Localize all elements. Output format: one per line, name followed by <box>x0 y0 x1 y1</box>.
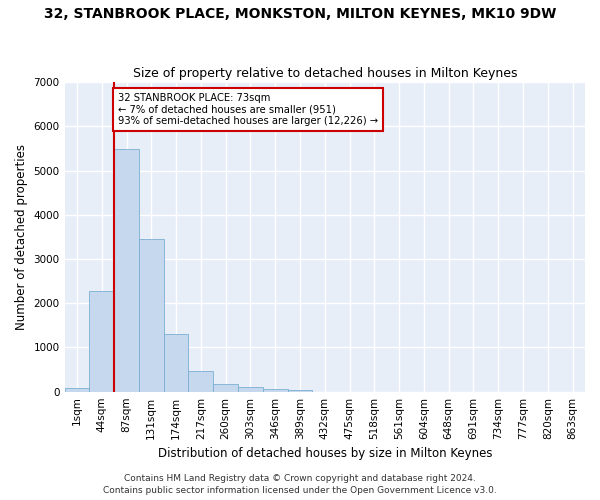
Bar <box>65 388 89 392</box>
Bar <box>164 334 188 392</box>
Text: Contains HM Land Registry data © Crown copyright and database right 2024.
Contai: Contains HM Land Registry data © Crown c… <box>103 474 497 495</box>
Bar <box>263 389 287 392</box>
Bar <box>213 384 238 392</box>
Bar <box>139 239 164 392</box>
Bar <box>188 371 213 392</box>
Bar <box>238 388 263 392</box>
X-axis label: Distribution of detached houses by size in Milton Keynes: Distribution of detached houses by size … <box>158 447 492 460</box>
Title: Size of property relative to detached houses in Milton Keynes: Size of property relative to detached ho… <box>133 66 517 80</box>
Text: 32 STANBROOK PLACE: 73sqm
← 7% of detached houses are smaller (951)
93% of semi-: 32 STANBROOK PLACE: 73sqm ← 7% of detach… <box>118 93 378 126</box>
Bar <box>89 291 114 392</box>
Bar <box>287 390 313 392</box>
Text: 32, STANBROOK PLACE, MONKSTON, MILTON KEYNES, MK10 9DW: 32, STANBROOK PLACE, MONKSTON, MILTON KE… <box>44 8 556 22</box>
Bar <box>114 150 139 392</box>
Y-axis label: Number of detached properties: Number of detached properties <box>15 144 28 330</box>
